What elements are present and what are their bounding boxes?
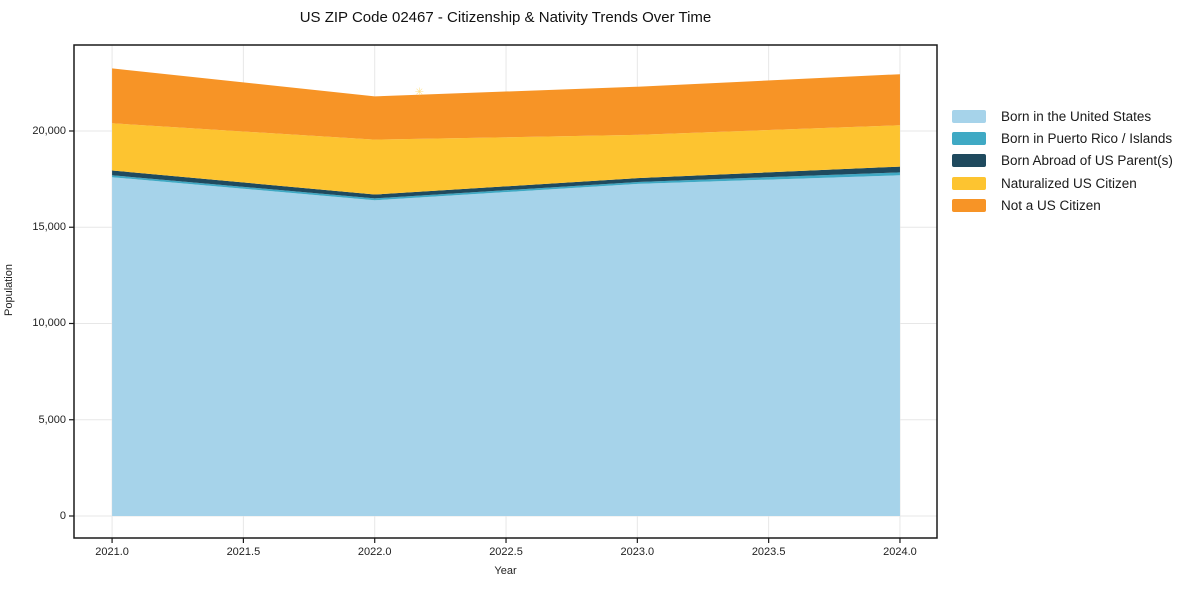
legend-item: Not a US Citizen	[952, 195, 1173, 217]
legend-item: Born Abroad of US Parent(s)	[952, 150, 1173, 172]
x-tick-label: 2023.5	[751, 546, 786, 558]
legend-swatch-icon	[952, 154, 986, 168]
legend-swatch-icon	[952, 109, 986, 123]
x-tick-label: 2023.0	[620, 546, 655, 558]
area-series-1	[112, 172, 900, 201]
legend-swatch-icon	[952, 132, 986, 146]
legend-label: Not a US Citizen	[1001, 198, 1101, 214]
area-series-3	[112, 123, 900, 195]
y-tick-label: 20,000	[32, 124, 66, 137]
x-tick-label: 2021.0	[95, 546, 129, 558]
chart-title: US ZIP Code 02467 - Citizenship & Nativi…	[299, 9, 712, 26]
y-tick-label: 5,000	[38, 413, 66, 426]
x-axis-label: Year	[494, 565, 517, 577]
legend-item: Born in Puerto Rico / Islands	[952, 127, 1173, 149]
x-tick-label: 2022.5	[489, 546, 523, 558]
legend-item: Born in the United States	[952, 105, 1173, 127]
legend-item: Naturalized US Citizen	[952, 172, 1173, 194]
y-tick-label: 15,000	[32, 221, 66, 234]
y-tick-label: 0	[59, 509, 66, 522]
legend-label: Born in Puerto Rico / Islands	[1001, 131, 1173, 147]
sparkle-marker-icon: ✳	[414, 86, 424, 99]
x-tick-label: 2024.0	[883, 546, 917, 558]
legend-swatch-icon	[952, 199, 986, 213]
area-series-2	[112, 166, 900, 199]
legend-label: Born Abroad of US Parent(s)	[1001, 153, 1173, 169]
area-series-4	[112, 68, 900, 140]
x-tick-label: 2022.0	[357, 546, 392, 558]
x-tick-label: 2021.5	[226, 546, 261, 558]
area-series-0	[112, 175, 900, 516]
y-tick-label: 10,000	[32, 317, 66, 330]
legend: Born in the United States Born in Puerto …	[952, 105, 1173, 217]
legend-label: Born in the United States	[1001, 108, 1152, 124]
legend-label: Naturalized US Citizen	[1001, 175, 1137, 191]
legend-swatch-icon	[952, 176, 986, 190]
